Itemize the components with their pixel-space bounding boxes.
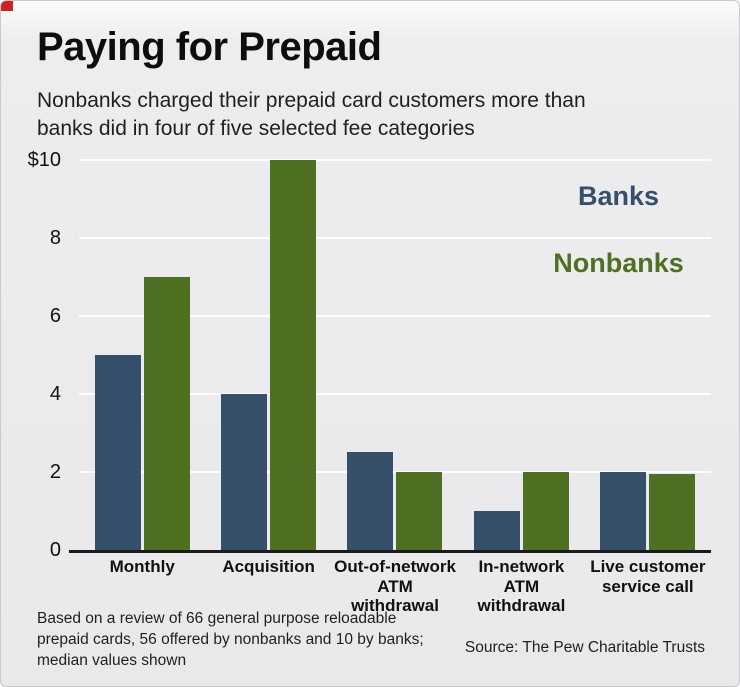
gridline [79,159,711,161]
x-axis-label: Monthly [109,557,175,576]
x-axis-label: In-network ATM withdrawal [477,557,566,616]
bar-group-5 [600,472,696,550]
source-credit: Source: The Pew Charitable Trusts [464,639,705,656]
banks-bar [600,472,647,550]
y-tick-label: 0 [49,539,61,561]
bar-group-1 [94,277,190,550]
bars-layer [79,160,711,550]
banks-bar [347,452,394,550]
gridline [79,315,711,317]
y-tick-label: 2 [49,461,61,483]
bar-group-4 [473,472,569,550]
corner-accent [1,1,13,11]
nonbanks-bar [143,277,190,550]
gridline [79,237,711,239]
y-axis: 0 2 4 6 8 $10 [1,149,67,561]
x-axis-baseline [69,550,711,553]
y-tick-label: 4 [49,383,61,405]
gridline [79,393,711,395]
bar-group-3 [347,452,443,550]
banks-bar [94,355,141,550]
legend-banks: Banks [577,181,660,211]
y-tick-label: $10 [27,149,61,171]
nonbanks-bar [649,474,696,550]
banks-bar [221,394,268,550]
y-tick-label: 8 [49,227,61,249]
nonbanks-bar [396,472,443,550]
page-title: Paying for Prepaid [37,25,382,69]
x-axis-label: Out-of-network ATM withdrawal [334,557,456,616]
x-axis-label: Live customer service call [590,557,706,596]
x-axis-label: Acquisition [222,557,315,576]
gridline [79,471,711,473]
footnote: Based on a review of 66 general purpose … [37,610,424,669]
nonbanks-bar [270,160,317,550]
plot-area [69,159,711,553]
nonbanks-bar [522,472,569,550]
legend: Banks Nonbanks [521,181,716,315]
x-axis-labels: Monthly Acquisition Out-of-network ATM wit… [79,557,711,616]
bar-group-2 [221,160,317,550]
y-tick-label: 6 [49,305,61,327]
legend-nonbanks: Nonbanks [553,248,684,278]
chart-subtitle: Nonbanks charged their prepaid card cust… [37,89,586,140]
banks-bar [473,511,520,550]
